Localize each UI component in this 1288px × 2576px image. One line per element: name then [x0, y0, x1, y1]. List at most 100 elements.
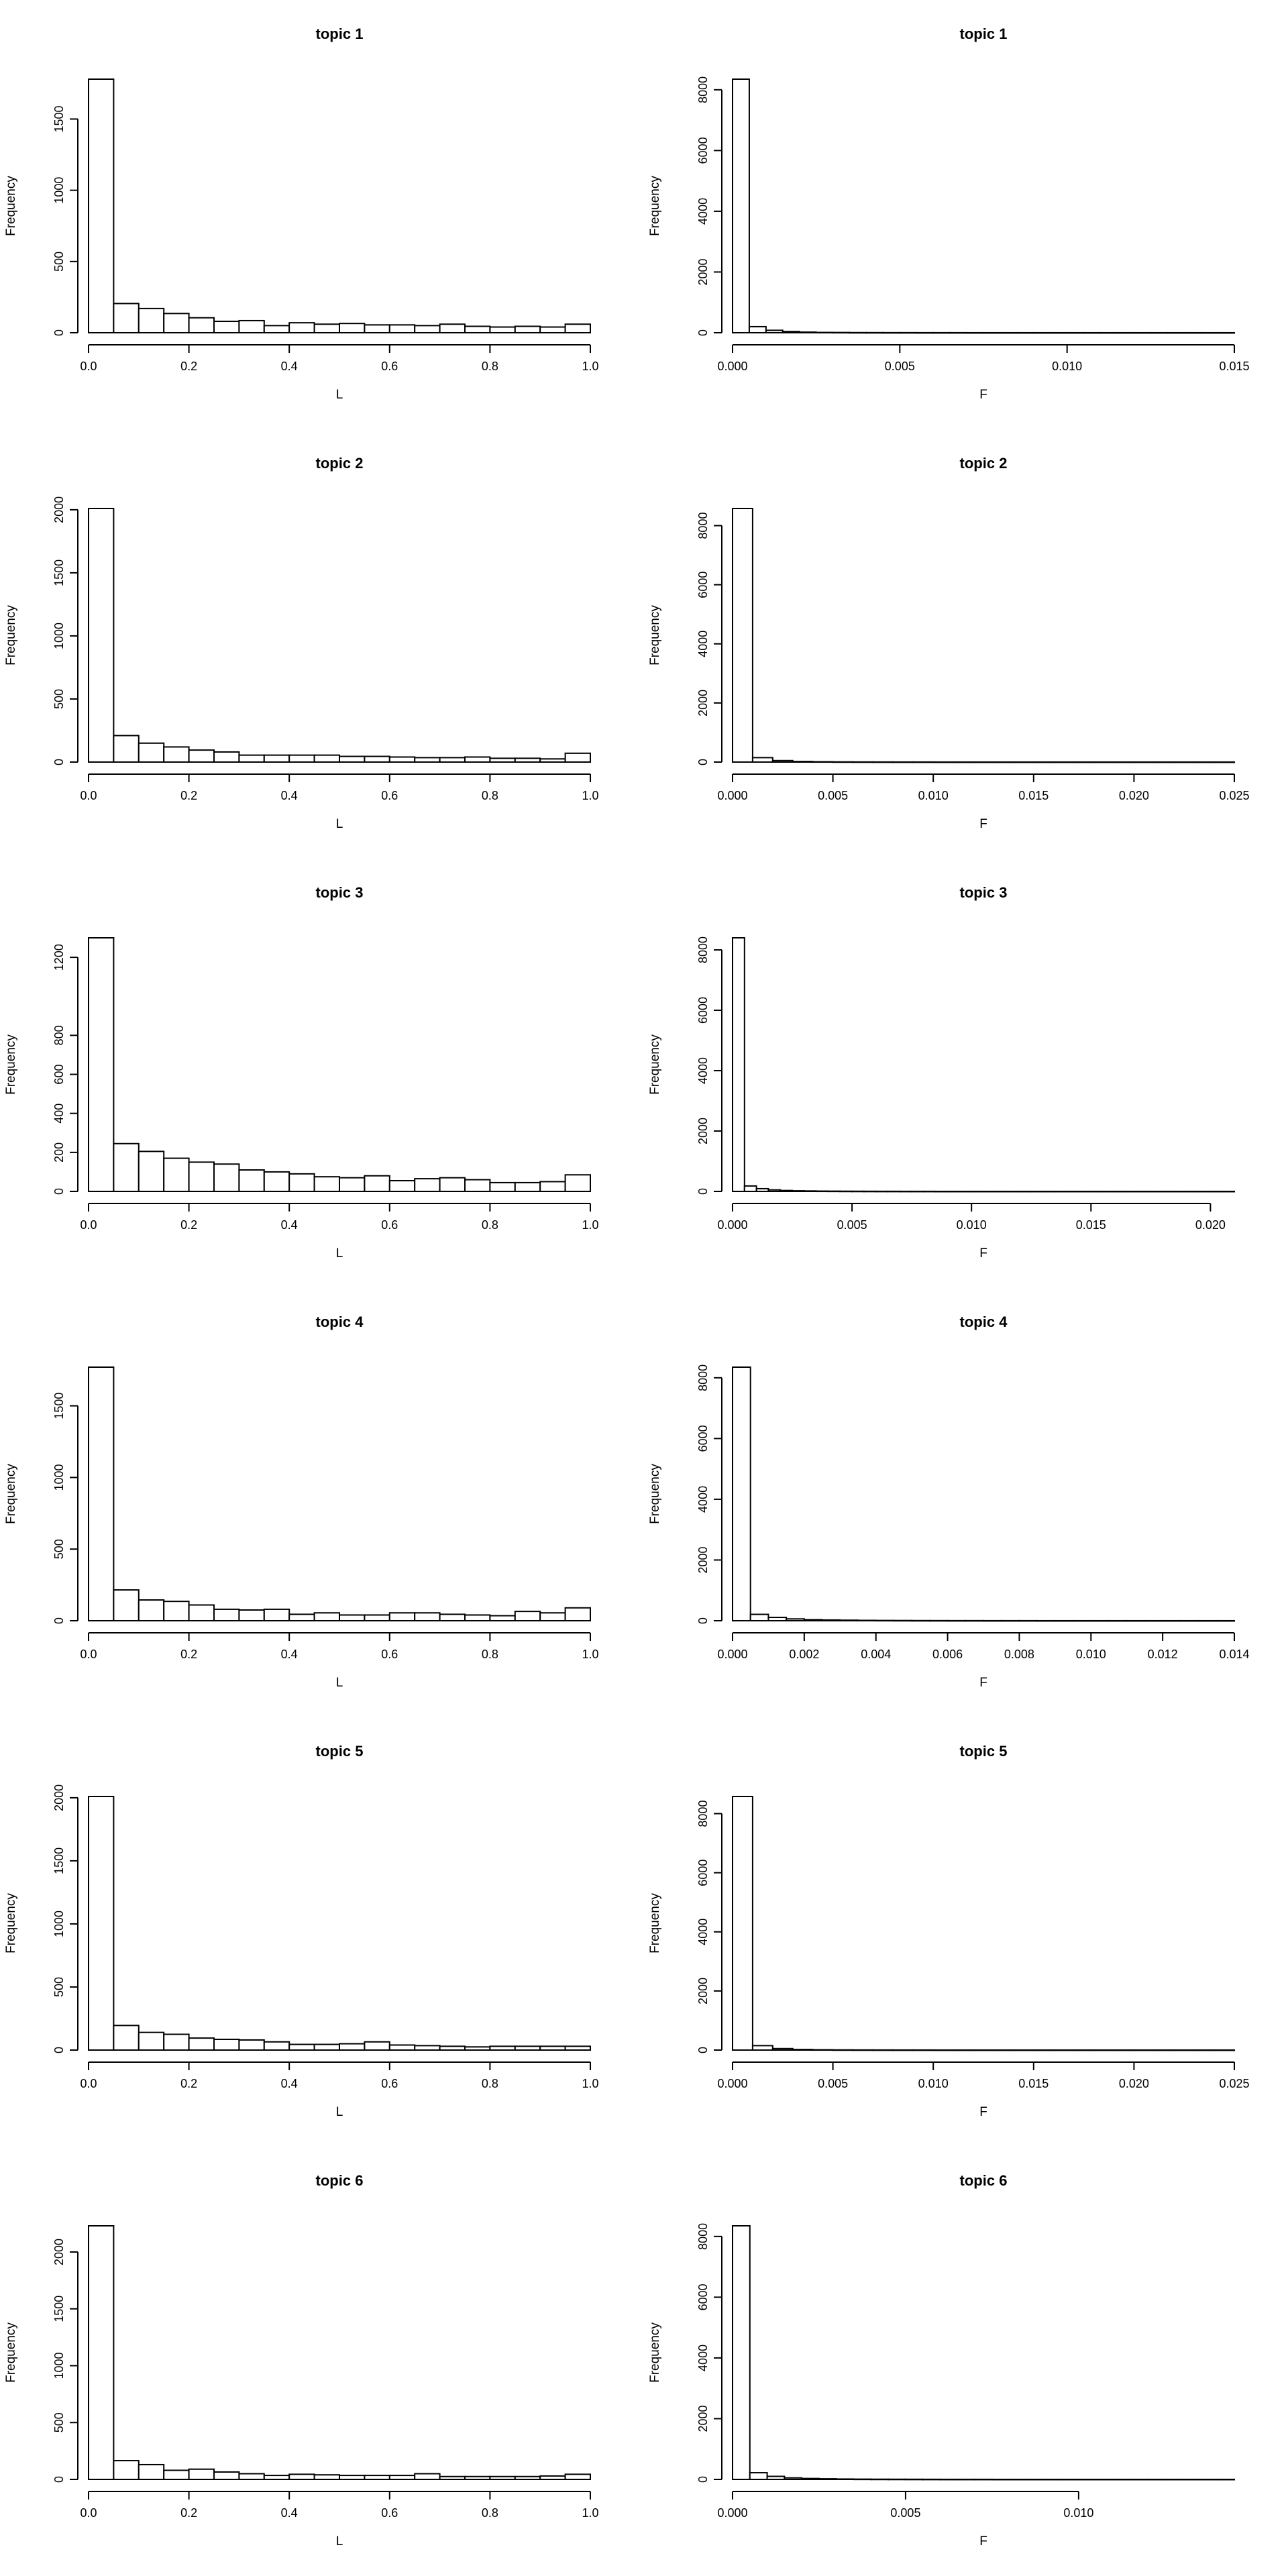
histogram-bar: [1061, 2478, 1079, 2481]
histogram-bar: [539, 2045, 566, 2051]
y-tick-label: 0: [696, 2047, 710, 2053]
histogram-bar: [973, 2049, 994, 2051]
histogram-bar: [974, 2478, 993, 2481]
y-tick-label: 1500: [52, 1393, 66, 1419]
y-tick-label: 1000: [52, 1464, 66, 1491]
histogram-bar: [564, 2473, 591, 2481]
x-tick-label: 0.4: [281, 789, 298, 802]
x-tick-label: 0.4: [281, 1218, 298, 1232]
histogram-bar: [238, 2473, 265, 2480]
histogram-bar: [263, 754, 290, 763]
histogram-bar: [238, 2039, 265, 2051]
y-tick-label: 500: [52, 252, 66, 272]
histogram-bar: [138, 2463, 165, 2480]
x-tick-label: 1.0: [582, 2506, 598, 2520]
histogram-bar: [1210, 1190, 1224, 1193]
histogram-bar: [1090, 1190, 1104, 1193]
chart-title: topic 2: [960, 455, 1008, 472]
histogram-panel-7: topic 4 L Frequency 0.0 0.2 0.4 0.6 0.8 1.0 0 500 1…: [4, 1313, 599, 1690]
histogram-bar: [1173, 1190, 1187, 1193]
histogram-bar: [939, 2478, 959, 2481]
y-tick-label: 8000: [696, 2223, 710, 2250]
x-axis-label: L: [336, 2105, 343, 2119]
histogram-bar: [888, 2478, 906, 2481]
histogram-bar: [1214, 2049, 1235, 2051]
histogram-bar: [188, 749, 215, 763]
x-tick-label: 0.005: [818, 789, 848, 802]
x-tick-label: 0.4: [281, 2506, 298, 2520]
x-tick-label: 1.0: [582, 360, 598, 373]
y-tick-label: 0: [52, 329, 66, 336]
histogram-bar: [732, 1796, 753, 2051]
x-tick-label: 0.2: [180, 2506, 197, 2520]
histogram-bar: [414, 1178, 441, 1192]
y-axis-label: Frequency: [648, 2322, 662, 2383]
histogram-panel-4: topic 2 F Frequency 0.000 0.005 0.010 0.015 0.0…: [648, 455, 1250, 831]
x-tick-label: 0.6: [381, 2077, 398, 2090]
histogram-bar: [138, 742, 165, 763]
histogram-bar: [464, 325, 491, 333]
histogram-bar: [994, 1190, 1008, 1193]
histogram-bar: [414, 2473, 441, 2480]
histogram-bar: [1113, 2049, 1135, 2051]
x-tick-label: 0.014: [1219, 1648, 1249, 1661]
histogram-bar: [238, 319, 265, 333]
y-tick-label: 4000: [696, 1057, 710, 1084]
histogram-bar: [564, 2045, 591, 2051]
y-tick-label: 0: [696, 329, 710, 336]
histogram-bar: [339, 2475, 366, 2481]
x-tick-label: 0.2: [180, 360, 197, 373]
histogram-bar: [1214, 761, 1235, 763]
histogram-panel-12: topic 6 F Frequency 0.000 0.005 0.010 0 2000 400…: [648, 2172, 1236, 2548]
histogram-bar: [464, 1614, 491, 1621]
histogram-bar: [991, 2478, 1010, 2481]
x-axis-label: F: [979, 2534, 987, 2548]
histogram-bar: [188, 2037, 215, 2051]
histogram-bar: [1053, 2049, 1075, 2051]
y-tick-label: 500: [52, 689, 66, 709]
histogram-bar: [163, 1601, 190, 1621]
y-tick-label: 500: [52, 2412, 66, 2432]
x-tick-label: 0.4: [281, 1648, 298, 1661]
histogram-bar: [732, 1366, 751, 1621]
y-tick-label: 1200: [52, 944, 66, 971]
x-tick-label: 1.0: [582, 2077, 598, 2090]
histogram-bar: [1032, 2049, 1055, 2051]
chart-title: topic 3: [960, 884, 1008, 901]
chart-title: topic 4: [316, 1313, 364, 1330]
histogram-bar: [912, 761, 934, 763]
y-tick-label: 800: [52, 1025, 66, 1045]
histogram-bar: [113, 735, 140, 763]
histogram-bar: [827, 1190, 841, 1193]
histogram-bar: [832, 761, 854, 763]
histogram-bar: [439, 2475, 466, 2481]
histogram-bar: [213, 2471, 240, 2481]
histogram-bar: [1193, 2049, 1216, 2051]
histogram-bar: [113, 2460, 140, 2481]
histogram-bar: [539, 2475, 566, 2480]
histogram-bar: [339, 323, 366, 333]
x-tick-label: 0.4: [281, 360, 298, 373]
histogram-bar: [1030, 1190, 1044, 1193]
histogram-bar: [238, 1609, 265, 1622]
x-tick-label: 0.010: [1076, 1648, 1106, 1661]
x-tick-label: 0.6: [381, 1648, 398, 1661]
histogram-bar: [489, 326, 516, 333]
y-tick-label: 0: [696, 1188, 710, 1195]
histogram-bar: [1133, 2049, 1155, 2051]
histogram-bar: [749, 2472, 768, 2481]
histogram-bar: [263, 1171, 290, 1193]
x-tick-label: 0.010: [1063, 2506, 1093, 2520]
y-tick-label: 4000: [696, 631, 710, 657]
y-tick-label: 0: [696, 759, 710, 765]
histogram-bar: [288, 1173, 315, 1193]
y-tick-label: 2000: [696, 690, 710, 716]
histogram-bar: [163, 2469, 190, 2480]
histogram-bar: [439, 1613, 466, 1622]
x-tick-label: 0.8: [482, 1648, 498, 1661]
histogram-bar: [489, 2045, 516, 2051]
histogram-bar: [1185, 1190, 1199, 1193]
histogram-bar: [388, 2044, 416, 2051]
histogram-bar: [514, 325, 541, 333]
x-tick-label: 0.005: [818, 2077, 848, 2090]
